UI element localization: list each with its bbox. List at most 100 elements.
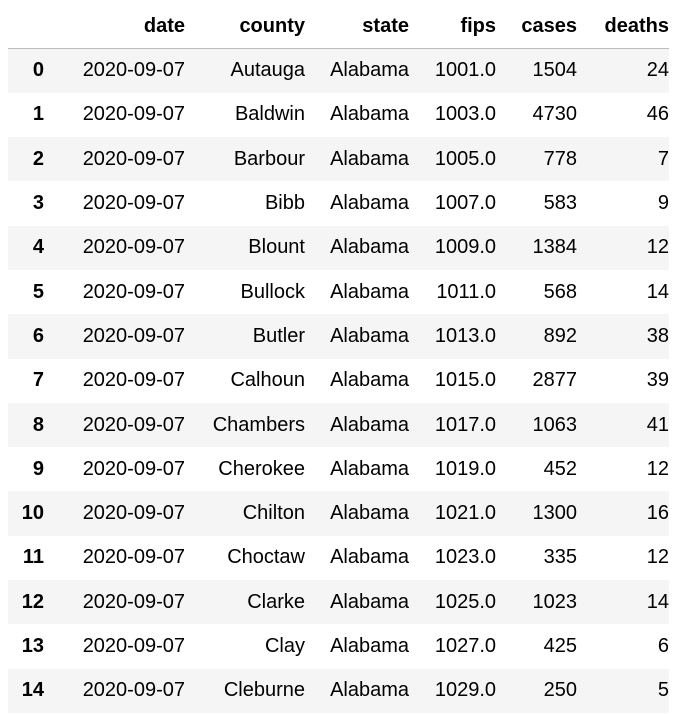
table-row: 12 2020-09-07 Clarke Alabama 1025.0 1023 14 [8, 580, 669, 625]
row-index: 2 [32, 147, 44, 170]
cell-state: Alabama [330, 502, 409, 525]
cell-cases: 583 [543, 192, 577, 215]
cell-date: 2020-09-07 [82, 369, 185, 392]
table-row: 13 2020-09-07 Clay Alabama 1027.0 425 6 [8, 624, 669, 668]
row-index: 1 [32, 103, 44, 126]
cell-state: Alabama [330, 103, 409, 126]
cell-county: Butler [252, 324, 305, 347]
cell-county: Chambers [212, 413, 305, 436]
cell-deaths: 39 [646, 369, 669, 392]
cell-state: Alabama [330, 679, 409, 702]
cell-cases: 452 [543, 457, 577, 480]
table-row: 9 2020-09-07 Cherokee Alabama 1019.0 452 12 [8, 447, 669, 491]
cell-deaths: 14 [646, 590, 669, 613]
cell-date: 2020-09-07 [82, 280, 185, 303]
cell-fips: 1023.0 [434, 546, 496, 569]
cell-cases: 892 [543, 324, 577, 347]
cell-state: Alabama [330, 59, 409, 82]
cell-cases: 568 [543, 280, 577, 303]
cell-state: Alabama [330, 369, 409, 392]
row-index: 10 [21, 502, 44, 525]
cell-fips: 1007.0 [434, 192, 496, 215]
row-index: 7 [32, 369, 44, 392]
cell-state: Alabama [330, 147, 409, 170]
table-row: 5 2020-09-07 Bullock Alabama 1011.0 568 14 [8, 270, 669, 314]
cell-deaths: 7 [657, 147, 669, 170]
cell-date: 2020-09-07 [82, 502, 185, 525]
table-row: 14 2020-09-07 Cleburne Alabama 1029.0 250 5 [8, 668, 669, 713]
cell-county: Clarke [247, 590, 305, 613]
header-county: county [239, 15, 305, 37]
header-index [8, 5, 44, 49]
cell-fips: 1001.0 [434, 59, 496, 82]
cell-state: Alabama [330, 635, 409, 657]
cell-date: 2020-09-07 [82, 236, 185, 259]
cell-date: 2020-09-07 [82, 103, 185, 126]
table-body: 0 2020-09-07 Autauga Alabama 1001.0 1504 24 1 20… [8, 48, 669, 713]
table-row: 3 2020-09-07 Bibb Alabama 1007.0 583 9 [8, 181, 669, 225]
row-index: 9 [32, 457, 44, 480]
cell-fips: 1017.0 [434, 413, 496, 436]
cell-deaths: 38 [646, 324, 669, 347]
cell-state: Alabama [330, 192, 409, 215]
cell-county: Barbour [233, 147, 305, 170]
header-fips: fips [460, 15, 496, 37]
cell-state: Alabama [330, 546, 409, 569]
cell-state: Alabama [330, 457, 409, 480]
table-row: 0 2020-09-07 Autauga Alabama 1001.0 1504 24 [8, 48, 669, 93]
cell-fips: 1027.0 [434, 635, 496, 657]
cell-fips: 1025.0 [434, 590, 496, 613]
table-row: 1 2020-09-07 Baldwin Alabama 1003.0 4730 46 [8, 93, 669, 137]
cell-date: 2020-09-07 [82, 192, 185, 215]
table-row: 8 2020-09-07 Chambers Alabama 1017.0 1063 41 [8, 402, 669, 448]
row-index: 4 [32, 236, 44, 259]
row-index: 11 [22, 546, 44, 569]
cell-fips: 1021.0 [434, 502, 496, 525]
cell-deaths: 41 [646, 413, 669, 436]
row-index: 6 [32, 324, 44, 347]
row-index: 0 [32, 59, 44, 82]
header-state: state [362, 15, 409, 37]
row-index: 13 [21, 635, 44, 657]
cell-fips: 1003.0 [434, 103, 496, 126]
cell-county: Baldwin [234, 103, 305, 126]
cell-fips: 1009.0 [434, 236, 496, 259]
cell-deaths: 46 [646, 103, 669, 126]
cell-fips: 1005.0 [434, 147, 496, 170]
row-index: 14 [21, 679, 44, 702]
row-index: 3 [32, 192, 44, 215]
cell-deaths: 12 [646, 546, 669, 569]
cell-fips: 1015.0 [434, 369, 496, 392]
table-row: 11 2020-09-07 Choctaw Alabama 1023.0 335 12 [8, 536, 669, 580]
cell-county: Bibb [264, 192, 305, 215]
cell-cases: 1384 [532, 236, 578, 259]
header-row: date county state fips cases deaths [8, 5, 669, 49]
cell-fips: 1029.0 [434, 679, 496, 702]
cell-state: Alabama [330, 413, 409, 436]
cell-cases: 4730 [532, 103, 578, 126]
cell-fips: 1019.0 [434, 457, 496, 480]
cell-date: 2020-09-07 [82, 147, 185, 170]
cell-date: 2020-09-07 [82, 679, 185, 702]
cell-cases: 2877 [532, 369, 578, 392]
cell-state: Alabama [330, 324, 409, 347]
cell-cases: 1023 [532, 590, 578, 613]
table-header: date county state fips cases deaths [8, 5, 669, 49]
cell-deaths: 5 [657, 679, 669, 702]
table-row: 2 2020-09-07 Barbour Alabama 1005.0 778 7 [8, 137, 669, 182]
row-index: 5 [32, 280, 44, 303]
cell-cases: 1504 [532, 59, 578, 82]
table-row: 4 2020-09-07 Blount Alabama 1009.0 1384 12 [8, 225, 669, 270]
cell-cases: 1063 [532, 413, 578, 436]
cell-deaths: 12 [646, 236, 669, 259]
cell-county: Blount [248, 236, 305, 259]
cell-cases: 778 [543, 147, 577, 170]
cell-county: Cherokee [218, 457, 305, 480]
table-row: 6 2020-09-07 Butler Alabama 1013.0 892 38 [8, 314, 669, 359]
cell-date: 2020-09-07 [82, 590, 185, 613]
cell-deaths: 14 [646, 280, 669, 303]
cell-date: 2020-09-07 [82, 457, 185, 480]
cell-county: Clay [264, 635, 305, 657]
cell-county: Autauga [230, 59, 305, 82]
